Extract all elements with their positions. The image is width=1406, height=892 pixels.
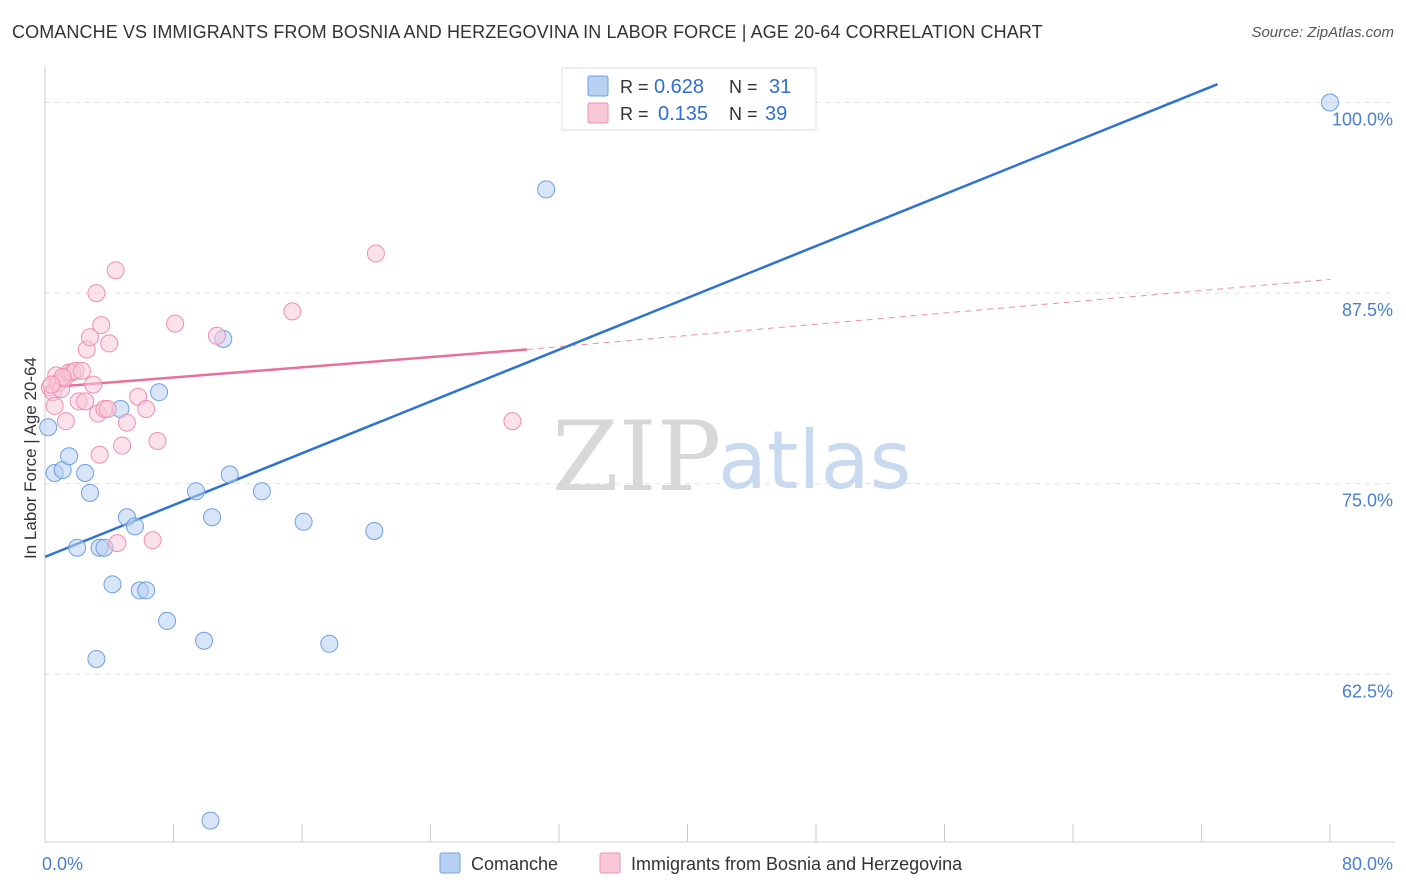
point-comanche xyxy=(320,634,339,653)
legend-swatch-bosnia xyxy=(599,852,621,874)
axes xyxy=(44,66,1395,843)
point-comanche xyxy=(294,512,313,531)
point-bosnia xyxy=(90,445,109,464)
point-bosnia xyxy=(106,261,125,280)
point-bosnia xyxy=(207,326,226,345)
point-comanche xyxy=(201,811,220,830)
point-comanche xyxy=(1321,93,1339,112)
legend-swatch-comanche xyxy=(439,852,461,874)
stats-r-label-comanche: R = xyxy=(620,77,649,97)
data-points xyxy=(39,93,1339,830)
point-comanche xyxy=(76,464,95,483)
stats-swatch-bosnia xyxy=(587,102,609,124)
point-comanche xyxy=(220,465,239,484)
point-comanche xyxy=(68,538,87,557)
legend-label-comanche: Comanche xyxy=(471,854,558,874)
x-tick-label-max: 80.0% xyxy=(1342,854,1393,874)
point-bosnia xyxy=(87,284,106,303)
point-comanche xyxy=(60,447,79,466)
trend-lines xyxy=(44,83,1331,559)
point-comanche xyxy=(87,650,106,669)
point-bosnia xyxy=(117,413,136,432)
point-comanche xyxy=(537,180,556,199)
trend-line-comanche xyxy=(44,83,1219,559)
point-bosnia xyxy=(137,399,156,418)
point-comanche xyxy=(365,521,384,540)
point-comanche xyxy=(80,483,99,502)
watermark-zip: ZIP xyxy=(552,401,721,513)
stats-r-label-bosnia: R = xyxy=(620,104,649,124)
point-bosnia xyxy=(84,375,103,394)
point-bosnia xyxy=(148,431,167,450)
point-bosnia xyxy=(92,316,111,335)
point-bosnia xyxy=(98,399,117,418)
y-tick-label: 100.0% xyxy=(1332,109,1393,129)
point-bosnia xyxy=(45,396,64,415)
point-bosnia xyxy=(166,314,185,333)
y-axis-label: In Labor Force | Age 20-64 xyxy=(21,357,40,559)
grid xyxy=(45,101,1395,675)
point-comanche xyxy=(103,575,122,594)
stats-r-value-bosnia: 0.135 xyxy=(658,103,708,125)
chart-title: COMANCHE VS IMMIGRANTS FROM BOSNIA AND H… xyxy=(12,22,1043,42)
x-tick-label-min: 0.0% xyxy=(42,854,83,874)
stats-n-value-comanche: 31 xyxy=(769,76,791,98)
watermark-atlas: atlas xyxy=(718,414,911,507)
point-comanche xyxy=(186,482,205,501)
y-tick-label: 62.5% xyxy=(1342,681,1393,701)
trend-line-bosnia xyxy=(44,348,527,389)
point-comanche xyxy=(158,611,177,630)
point-comanche xyxy=(195,631,214,650)
point-bosnia xyxy=(108,534,127,553)
watermark: ZIP atlas xyxy=(552,401,911,513)
legend-label-bosnia: Immigrants from Bosnia and Herzegovina xyxy=(631,854,963,874)
point-bosnia xyxy=(76,392,95,411)
y-tick-label: 75.0% xyxy=(1342,491,1393,511)
point-bosnia xyxy=(72,361,91,380)
point-comanche xyxy=(252,482,271,501)
trend-line-bosnia-extension xyxy=(526,278,1331,351)
point-bosnia xyxy=(80,328,99,347)
point-comanche xyxy=(125,517,144,536)
stats-n-label-bosnia: N = xyxy=(729,104,758,124)
y-tick-label: 87.5% xyxy=(1342,300,1393,320)
point-comanche xyxy=(150,383,169,402)
stats-swatch-comanche xyxy=(587,75,609,97)
stats-r-value-comanche: 0.628 xyxy=(654,76,704,98)
stats-n-label-comanche: N = xyxy=(729,77,758,97)
point-bosnia xyxy=(143,531,162,550)
x-tick-labels: 0.0% 80.0% xyxy=(42,854,1393,874)
point-bosnia xyxy=(503,412,522,431)
source-attribution: Source: ZipAtlas.com xyxy=(1251,24,1394,41)
series-legend: Comanche Immigrants from Bosnia and Herz… xyxy=(439,852,963,874)
stats-legend: R = 0.628 N = 31 R = 0.135 N = 39 xyxy=(561,67,817,131)
point-bosnia xyxy=(56,412,75,431)
point-comanche xyxy=(39,418,58,437)
point-bosnia xyxy=(283,302,302,321)
point-comanche xyxy=(203,508,222,527)
point-bosnia xyxy=(100,334,119,353)
point-bosnia xyxy=(113,436,132,455)
point-bosnia xyxy=(366,244,385,263)
point-comanche xyxy=(137,581,156,600)
y-tick-labels: 62.5% 75.0% 87.5% 100.0% xyxy=(1332,109,1393,701)
point-bosnia xyxy=(42,375,61,394)
stats-n-value-bosnia: 39 xyxy=(765,103,787,125)
